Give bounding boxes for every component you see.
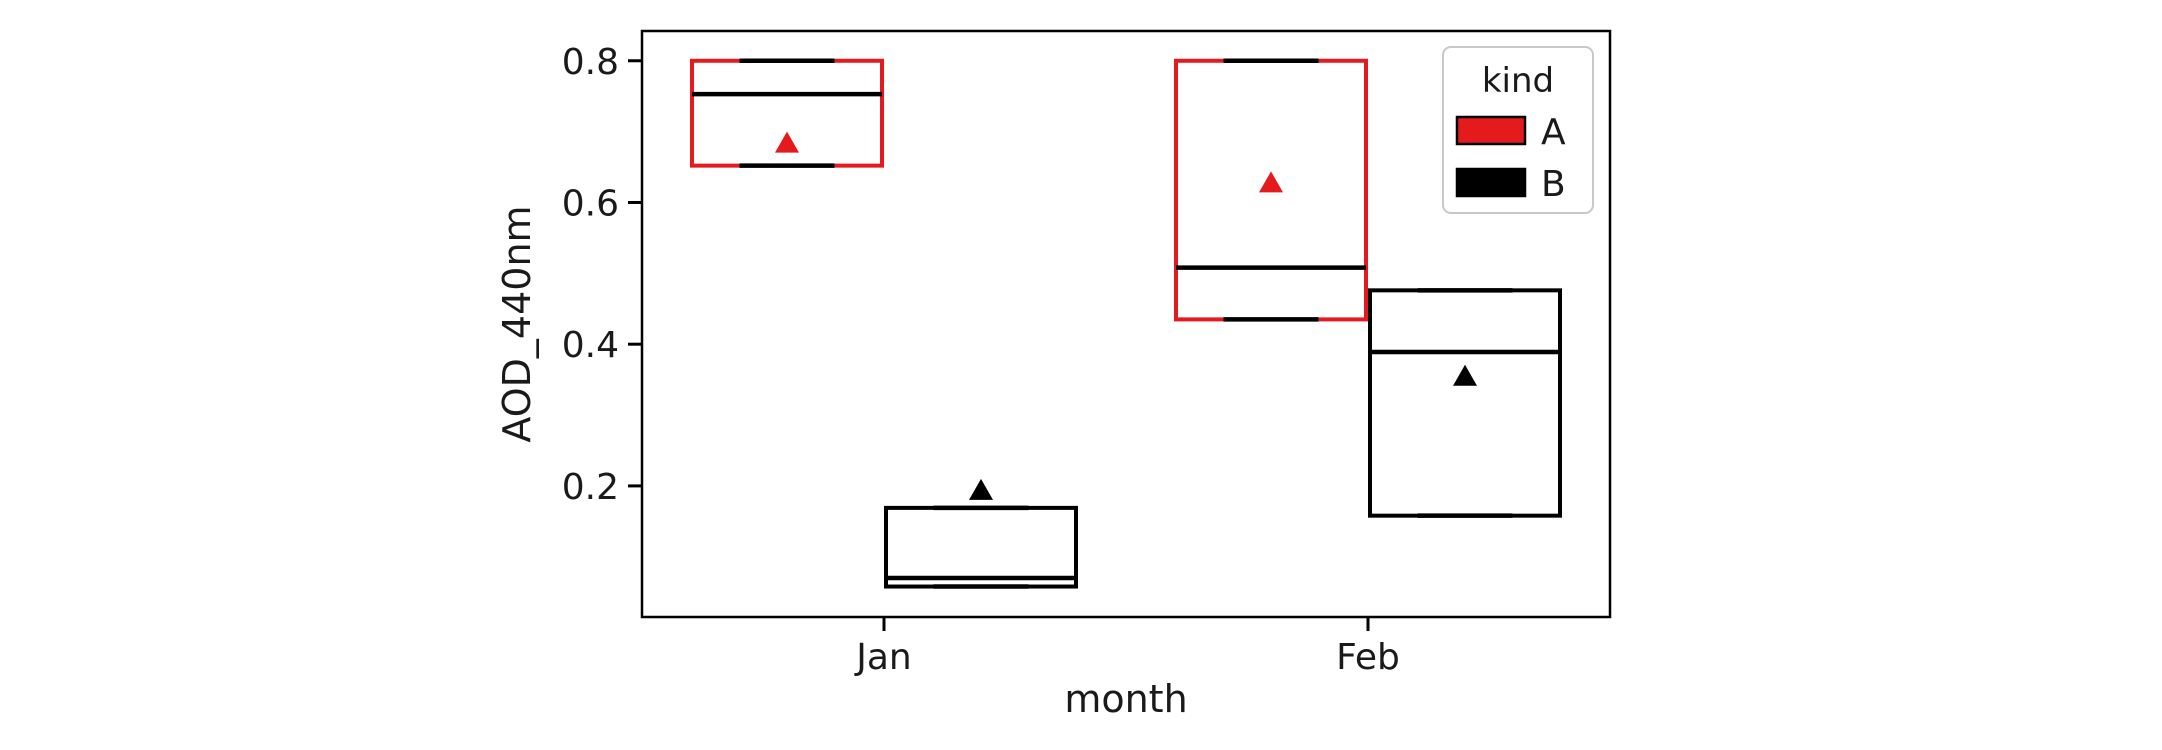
y-tick-label-0.4: 0.4: [562, 325, 619, 366]
legend-title: kind: [1482, 61, 1554, 101]
mean-marker-jan-a: [775, 131, 799, 153]
mean-marker-feb-a: [1259, 171, 1283, 193]
x-tick-label-jan: Jan: [854, 637, 912, 678]
box-feb-b: [1368, 288, 1562, 518]
legend-swatch-a: [1455, 115, 1527, 146]
legend: kind AB: [1442, 46, 1594, 214]
y-tick-label-0.6: 0.6: [562, 183, 619, 224]
box-jan-b: [884, 505, 1078, 589]
legend-swatch-b: [1455, 167, 1527, 198]
y-tick-label-0.8: 0.8: [562, 42, 619, 83]
axes-frame: [640, 29, 1612, 619]
mean-marker-jan-b: [969, 478, 993, 500]
x-tick-label-feb: Feb: [1336, 637, 1400, 678]
y-axis-title: AOD_440nm: [495, 205, 539, 442]
plot-area: 0.2 0.4 0.6 0.8 Jan Feb: [562, 29, 1612, 678]
y-tick-label-0.2: 0.2: [562, 467, 619, 508]
mean-marker-feb-b: [1453, 364, 1477, 386]
legend-label-b: B: [1541, 164, 1566, 205]
x-axis-title: month: [1064, 677, 1187, 721]
legend-label-a: A: [1541, 112, 1566, 153]
